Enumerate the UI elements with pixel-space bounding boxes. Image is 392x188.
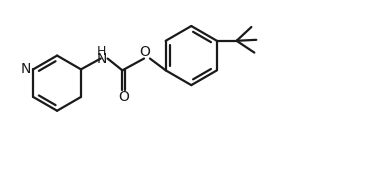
Text: O: O — [118, 90, 129, 104]
Text: H: H — [97, 45, 106, 58]
Text: O: O — [140, 45, 151, 59]
Text: N: N — [21, 62, 31, 76]
Text: N: N — [96, 52, 107, 66]
